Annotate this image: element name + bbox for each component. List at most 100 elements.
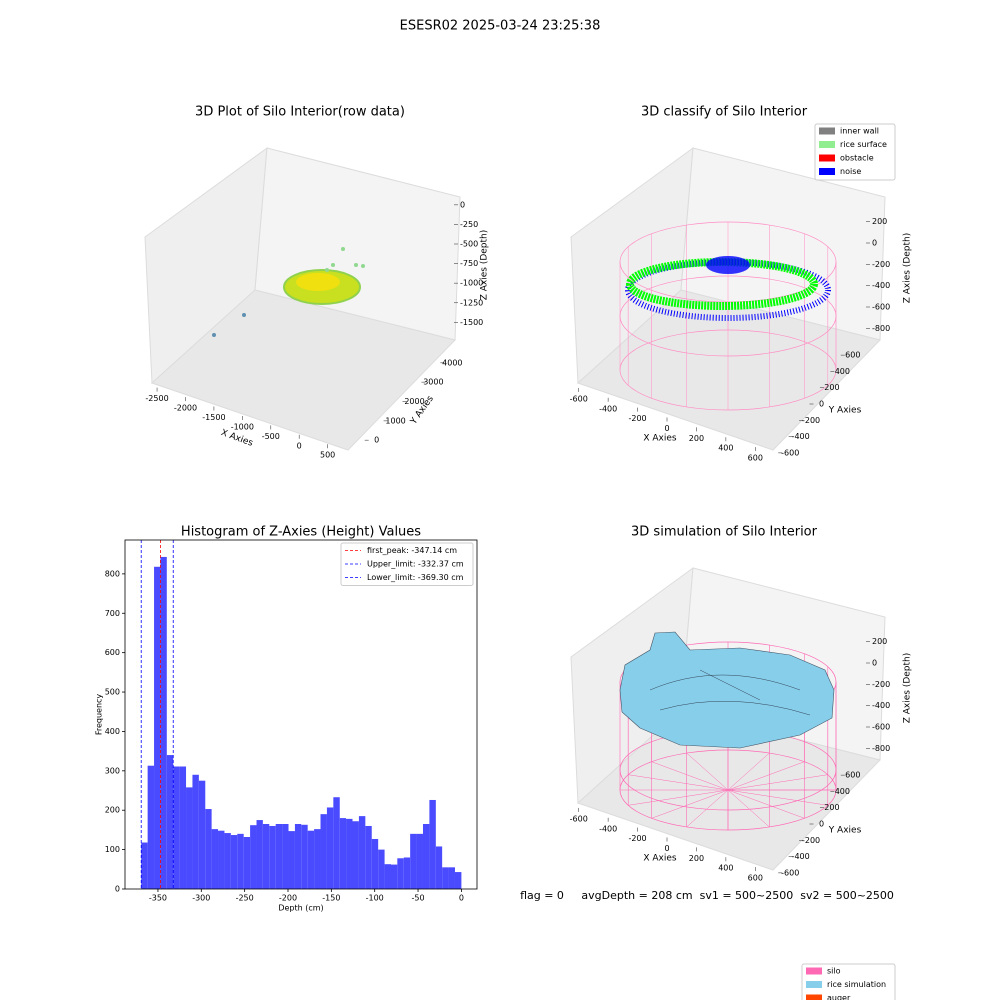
z-tick-label: -750	[460, 259, 478, 268]
z-tick-label: -200	[872, 260, 890, 269]
histogram-bar	[198, 780, 206, 889]
footer-status: flag = 0 avgDepth = 208 cm sv1 = 500~250…	[520, 889, 894, 902]
x-tick-label: -300	[192, 894, 210, 903]
histogram-bar	[371, 838, 379, 889]
z-tick-label: 0	[872, 239, 877, 248]
x-tick-label: 400	[718, 444, 733, 453]
y-tick-label: 0	[374, 436, 379, 445]
x-tick-label: -400	[599, 404, 617, 413]
y-tick-label: 1000	[385, 416, 405, 425]
histogram-bar	[403, 857, 411, 889]
y-tick-label: 400	[835, 787, 850, 796]
histogram-bar	[384, 864, 391, 889]
silo-wire	[686, 752, 729, 791]
histogram-bar	[435, 846, 443, 889]
y-tick-label: 600	[845, 351, 860, 360]
histogram-bar	[160, 556, 167, 889]
histogram-bar	[390, 864, 398, 889]
figure-title: ESESR02 2025-03-24 23:25:38	[400, 19, 601, 34]
y-tick-label: 0	[819, 400, 824, 409]
x-tick-label: -400	[599, 824, 617, 833]
z-axis-label: Z Axies (Depth)	[903, 653, 913, 724]
legend-swatch	[819, 154, 835, 162]
histogram-bar	[192, 774, 199, 889]
x-tick-label: 0	[664, 844, 669, 853]
chart-title: 3D simulation of Silo Interior	[631, 525, 818, 540]
y-axis-label: Frequency	[95, 694, 104, 736]
z-tick-label: -500	[460, 240, 478, 249]
plot-frame	[124, 539, 478, 890]
y-tick-label: 2000	[404, 397, 424, 406]
y-tick-label: 600	[845, 771, 860, 780]
histogram-bar	[218, 830, 225, 889]
z-tick-label: -800	[872, 744, 890, 753]
histogram-bar	[454, 872, 462, 889]
silo-wire	[686, 789, 729, 828]
x-tick-label: 400	[718, 864, 733, 873]
histogram-bar	[173, 766, 180, 889]
point-cloud	[296, 273, 340, 291]
histogram-bar	[256, 820, 263, 889]
histogram-bar	[186, 787, 193, 889]
histogram-bar	[448, 867, 455, 889]
outlier-point	[212, 333, 216, 337]
histogram-bar	[326, 807, 334, 889]
histogram-bar	[314, 829, 321, 889]
x-axis-label: X Axies	[643, 434, 677, 444]
histogram-bar	[282, 824, 289, 889]
silo-wire	[727, 789, 805, 819]
y-tick-label: 800	[105, 569, 120, 578]
x-tick-label: -1000	[231, 422, 254, 431]
silo-wire	[628, 774, 729, 791]
y-tick-label: 100	[105, 845, 120, 854]
legend-label: Upper_limit: -332.37 cm	[367, 560, 464, 569]
noise-cloud	[625, 259, 831, 321]
legend-label: noise	[840, 167, 861, 176]
silo-wire	[628, 789, 729, 806]
x-tick-label: 200	[689, 434, 704, 443]
legend-swatch	[806, 994, 822, 1000]
z-tick-label: 0	[872, 659, 877, 668]
x-axis-label: X Axies	[643, 854, 677, 864]
legend-label: obstacle	[840, 154, 874, 163]
z-tick-label: -400	[872, 701, 890, 710]
z-axis-label: Z Axies (Depth)	[903, 233, 913, 304]
y-tick-label: -400	[792, 852, 810, 861]
z-tick-label: -1000	[460, 279, 483, 288]
chart-title: 3D classify of Silo Interior	[641, 105, 808, 120]
legend-label: rice simulation	[827, 980, 886, 989]
legend-swatch	[806, 981, 822, 988]
z-tick-label: 200	[872, 637, 887, 646]
x-tick-label: 0	[459, 894, 464, 903]
histogram-bar	[397, 858, 404, 889]
y-tick-label: -600	[781, 448, 799, 457]
chart-title: Histogram of Z-Axies (Height) Values	[181, 525, 421, 540]
x-tick-label: 0	[297, 441, 302, 450]
histogram-bar	[352, 821, 359, 889]
y-tick-label: 200	[105, 806, 120, 815]
histogram-bar	[442, 867, 449, 889]
histogram-bar	[205, 809, 212, 889]
histogram-bar	[166, 755, 174, 889]
outlier-point	[331, 263, 335, 267]
y-tick-label: 500	[105, 688, 120, 697]
x-tick-label: 0	[664, 424, 669, 433]
y-tick-label: -400	[792, 432, 810, 441]
histogram-bar	[365, 825, 372, 889]
x-tick-label: -200	[628, 414, 646, 423]
silo-wire	[619, 329, 837, 411]
outlier-point	[242, 313, 246, 317]
histogram-bar	[230, 835, 238, 889]
y-tick-label: 0	[819, 820, 824, 829]
z-tick-label: 0	[460, 200, 465, 209]
y-tick-label: 200	[824, 383, 839, 392]
x-tick-label: -200	[279, 894, 297, 903]
z-tick-label: -1250	[460, 298, 483, 307]
histogram-bar	[211, 829, 219, 889]
z-tick-label: -600	[872, 303, 890, 312]
histogram-bar	[346, 818, 353, 889]
z-tick-label: -600	[872, 723, 890, 732]
histogram-bar	[422, 824, 430, 889]
rice-surface	[619, 631, 835, 749]
